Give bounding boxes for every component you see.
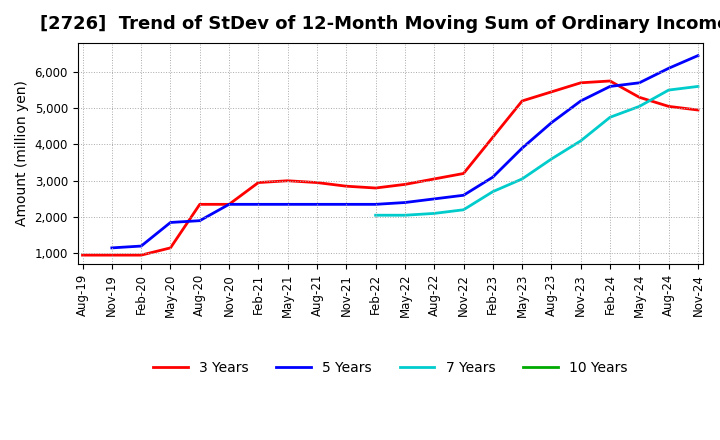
5 Years	[430, 196, 438, 202]
5 Years	[195, 218, 204, 224]
3 Years	[312, 180, 321, 185]
5 Years	[606, 84, 614, 89]
5 Years	[635, 80, 644, 85]
Line: 7 Years: 7 Years	[376, 86, 698, 215]
7 Years	[372, 213, 380, 218]
3 Years	[78, 253, 87, 258]
Line: 5 Years: 5 Years	[112, 55, 698, 248]
3 Years	[225, 202, 233, 207]
5 Years	[166, 220, 175, 225]
7 Years	[518, 176, 526, 182]
5 Years	[488, 175, 497, 180]
Title: [2726]  Trend of StDev of 12-Month Moving Sum of Ordinary Incomes: [2726] Trend of StDev of 12-Month Moving…	[40, 15, 720, 33]
5 Years	[284, 202, 292, 207]
7 Years	[577, 138, 585, 143]
3 Years	[635, 95, 644, 100]
7 Years	[547, 156, 556, 161]
7 Years	[488, 189, 497, 194]
7 Years	[459, 207, 468, 213]
5 Years	[577, 98, 585, 103]
3 Years	[693, 107, 702, 113]
7 Years	[693, 84, 702, 89]
5 Years	[254, 202, 263, 207]
3 Years	[606, 78, 614, 84]
7 Years	[665, 88, 673, 93]
7 Years	[430, 211, 438, 216]
3 Years	[195, 202, 204, 207]
7 Years	[400, 213, 409, 218]
5 Years	[107, 245, 116, 250]
3 Years	[430, 176, 438, 182]
5 Years	[312, 202, 321, 207]
5 Years	[518, 146, 526, 151]
5 Years	[693, 53, 702, 58]
3 Years	[488, 135, 497, 140]
3 Years	[518, 98, 526, 103]
3 Years	[254, 180, 263, 185]
7 Years	[606, 115, 614, 120]
5 Years	[547, 120, 556, 125]
3 Years	[284, 178, 292, 183]
3 Years	[372, 185, 380, 191]
7 Years	[635, 104, 644, 109]
5 Years	[400, 200, 409, 205]
5 Years	[372, 202, 380, 207]
3 Years	[459, 171, 468, 176]
3 Years	[400, 182, 409, 187]
3 Years	[107, 253, 116, 258]
5 Years	[342, 202, 351, 207]
3 Years	[342, 183, 351, 189]
5 Years	[225, 202, 233, 207]
Legend: 3 Years, 5 Years, 7 Years, 10 Years: 3 Years, 5 Years, 7 Years, 10 Years	[148, 355, 633, 380]
3 Years	[547, 89, 556, 95]
3 Years	[577, 80, 585, 85]
Y-axis label: Amount (million yen): Amount (million yen)	[15, 81, 29, 227]
3 Years	[137, 253, 145, 258]
5 Years	[459, 193, 468, 198]
Line: 3 Years: 3 Years	[83, 81, 698, 255]
3 Years	[166, 245, 175, 250]
3 Years	[665, 104, 673, 109]
5 Years	[137, 243, 145, 249]
5 Years	[665, 66, 673, 71]
